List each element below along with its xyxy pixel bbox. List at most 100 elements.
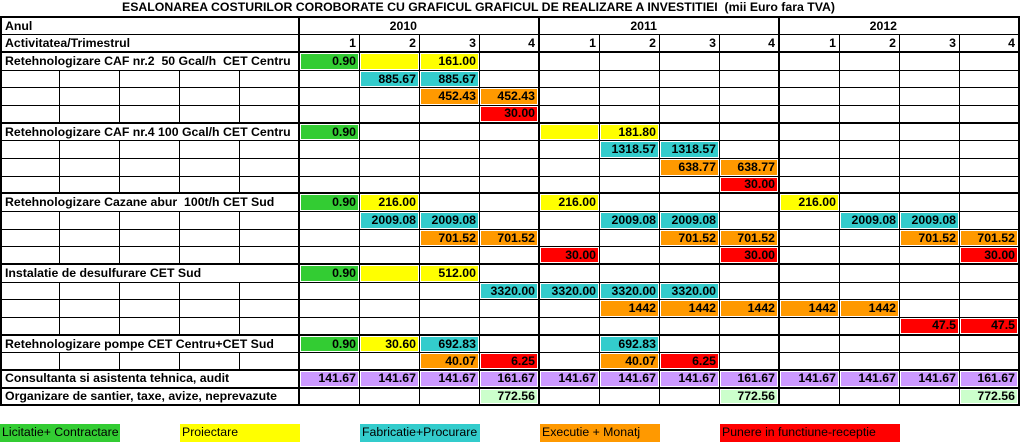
label-area-cell	[180, 141, 240, 160]
empty-cell	[600, 106, 660, 124]
empty-cell	[780, 88, 840, 107]
empty-cell	[720, 70, 780, 89]
label-area-cell	[60, 88, 120, 107]
label-area-cell	[0, 176, 60, 195]
activity-label: Consultanta si asistenta tehnica, audit	[0, 371, 300, 389]
cost-cell: 30.00	[480, 106, 540, 124]
label-area-cell	[60, 353, 120, 372]
empty-cell	[360, 388, 420, 407]
empty-cell	[960, 88, 1020, 107]
empty-cell	[600, 229, 660, 248]
empty-cell	[840, 123, 900, 142]
empty-cell	[360, 247, 420, 266]
empty-cell	[540, 70, 600, 89]
legend-item: Licitatie+ Contractare	[0, 424, 120, 442]
empty-cell	[780, 123, 840, 142]
label-area-cell	[240, 247, 300, 266]
empty-cell	[420, 388, 480, 407]
cost-cell	[360, 265, 420, 283]
cost-cell: 0.90	[300, 123, 360, 142]
quarter-header: 3	[420, 35, 480, 54]
cost-cell: 216.00	[540, 194, 600, 213]
empty-cell	[780, 176, 840, 195]
empty-cell	[600, 194, 660, 213]
empty-cell	[900, 106, 960, 124]
cost-cell: 1318.57	[660, 141, 720, 160]
cost-cell: 30.00	[540, 247, 600, 266]
empty-cell	[900, 335, 960, 354]
empty-cell	[300, 176, 360, 195]
empty-cell	[780, 141, 840, 160]
label-area-cell	[180, 70, 240, 89]
label-area-cell	[120, 318, 180, 336]
empty-cell	[540, 53, 600, 71]
empty-cell	[720, 282, 780, 301]
cost-cell: 6.25	[480, 353, 540, 372]
empty-cell	[780, 265, 840, 283]
empty-cell	[780, 353, 840, 372]
empty-cell	[660, 388, 720, 407]
empty-cell	[660, 265, 720, 283]
quarter-header: 2	[360, 35, 420, 54]
empty-cell	[960, 335, 1020, 354]
empty-cell	[600, 159, 660, 177]
label-area-cell	[60, 176, 120, 195]
cost-cell	[360, 53, 420, 71]
label-area-cell	[120, 353, 180, 372]
empty-cell	[960, 70, 1020, 89]
cost-cell: 701.52	[960, 229, 1020, 248]
cost-cell: 452.43	[480, 88, 540, 107]
label-area-cell	[60, 318, 120, 336]
empty-cell	[300, 159, 360, 177]
empty-cell	[300, 106, 360, 124]
empty-cell	[960, 53, 1020, 71]
empty-cell	[840, 318, 900, 336]
cost-cell: 701.52	[420, 229, 480, 248]
empty-cell	[360, 353, 420, 372]
empty-cell	[300, 88, 360, 107]
empty-cell	[780, 388, 840, 407]
empty-cell	[660, 106, 720, 124]
label-area-cell	[180, 318, 240, 336]
label-area-cell	[240, 141, 300, 160]
label-area-cell	[60, 159, 120, 177]
label-area-cell	[120, 159, 180, 177]
empty-cell	[960, 353, 1020, 372]
empty-cell	[540, 88, 600, 107]
empty-cell	[480, 176, 540, 195]
empty-cell	[540, 229, 600, 248]
label-area-cell	[60, 300, 120, 319]
empty-cell	[720, 53, 780, 71]
empty-cell	[600, 53, 660, 71]
cost-cell: 1442	[840, 300, 900, 319]
cost-cell: 2009.08	[660, 212, 720, 230]
quarter-header: 2	[840, 35, 900, 54]
empty-cell	[660, 194, 720, 213]
cost-cell: 1318.57	[600, 141, 660, 160]
empty-cell	[480, 141, 540, 160]
empty-cell	[660, 88, 720, 107]
label-area-cell	[120, 247, 180, 266]
label-area-cell	[240, 106, 300, 124]
label-area-cell	[60, 282, 120, 301]
empty-cell	[960, 176, 1020, 195]
empty-cell	[840, 265, 900, 283]
empty-cell	[840, 141, 900, 160]
year-header-cell	[540, 18, 600, 36]
empty-cell	[360, 88, 420, 107]
empty-cell	[360, 106, 420, 124]
activity-label: Retehnologizare Cazane abur 100t/h CET S…	[0, 194, 300, 213]
cost-cell: 772.56	[480, 388, 540, 407]
empty-cell	[780, 229, 840, 248]
label-area-cell	[60, 106, 120, 124]
cost-cell	[540, 123, 600, 142]
empty-cell	[780, 282, 840, 301]
label-area-cell	[240, 212, 300, 230]
cost-cell: 692.83	[600, 335, 660, 354]
cost-cell: 2009.08	[420, 212, 480, 230]
legend-item: Executie + Monatj	[540, 424, 660, 442]
cost-cell: 1442	[720, 300, 780, 319]
empty-cell	[840, 353, 900, 372]
empty-cell	[420, 106, 480, 124]
empty-cell	[540, 106, 600, 124]
